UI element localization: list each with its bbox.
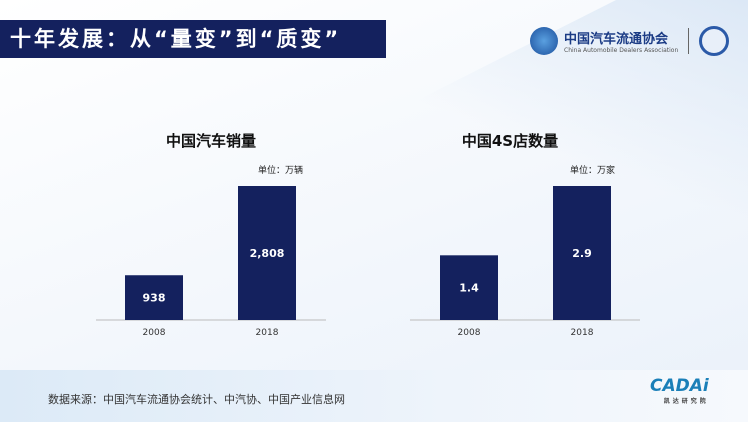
footer-band bbox=[0, 370, 748, 422]
x-tick-label: 2008 bbox=[143, 328, 166, 338]
data-label: 2,808 bbox=[250, 247, 285, 260]
x-tick-label: 2018 bbox=[571, 328, 594, 338]
bar-2008 bbox=[125, 275, 183, 320]
chart2-unit: 单位：万家 bbox=[570, 166, 616, 176]
data-label: 1.4 bbox=[459, 282, 479, 295]
data-label: 2.9 bbox=[572, 247, 592, 260]
cada-emblem-icon bbox=[530, 27, 558, 55]
logo-en: China Automobile Dealers Association bbox=[564, 47, 679, 54]
bar-2008 bbox=[440, 255, 498, 320]
bar-2018 bbox=[238, 186, 296, 320]
cada-logo: 中国汽车流通协会 China Automobile Dealers Associa… bbox=[530, 24, 730, 58]
seal-icon bbox=[699, 26, 730, 56]
divider bbox=[688, 28, 690, 54]
logo-cn: 中国汽车流通协会 bbox=[564, 32, 669, 47]
x-tick-label: 2018 bbox=[256, 328, 279, 338]
page-title: 十年发展：从“量变”到“质变” bbox=[0, 20, 386, 58]
data-source: 数据来源：中国汽车流通协会统计、中汽协、中国产业信息网 bbox=[48, 393, 345, 406]
cadai-logo: CADAi 凯达研究院 bbox=[650, 376, 709, 405]
bar-2018 bbox=[553, 186, 611, 320]
data-label: 938 bbox=[143, 292, 166, 305]
chart1-title: 中国汽车销量 bbox=[165, 132, 256, 150]
x-tick-label: 2008 bbox=[458, 328, 481, 338]
chart2-title: 中国4S店数量 bbox=[461, 132, 559, 150]
chart1-unit: 单位：万辆 bbox=[258, 166, 304, 176]
